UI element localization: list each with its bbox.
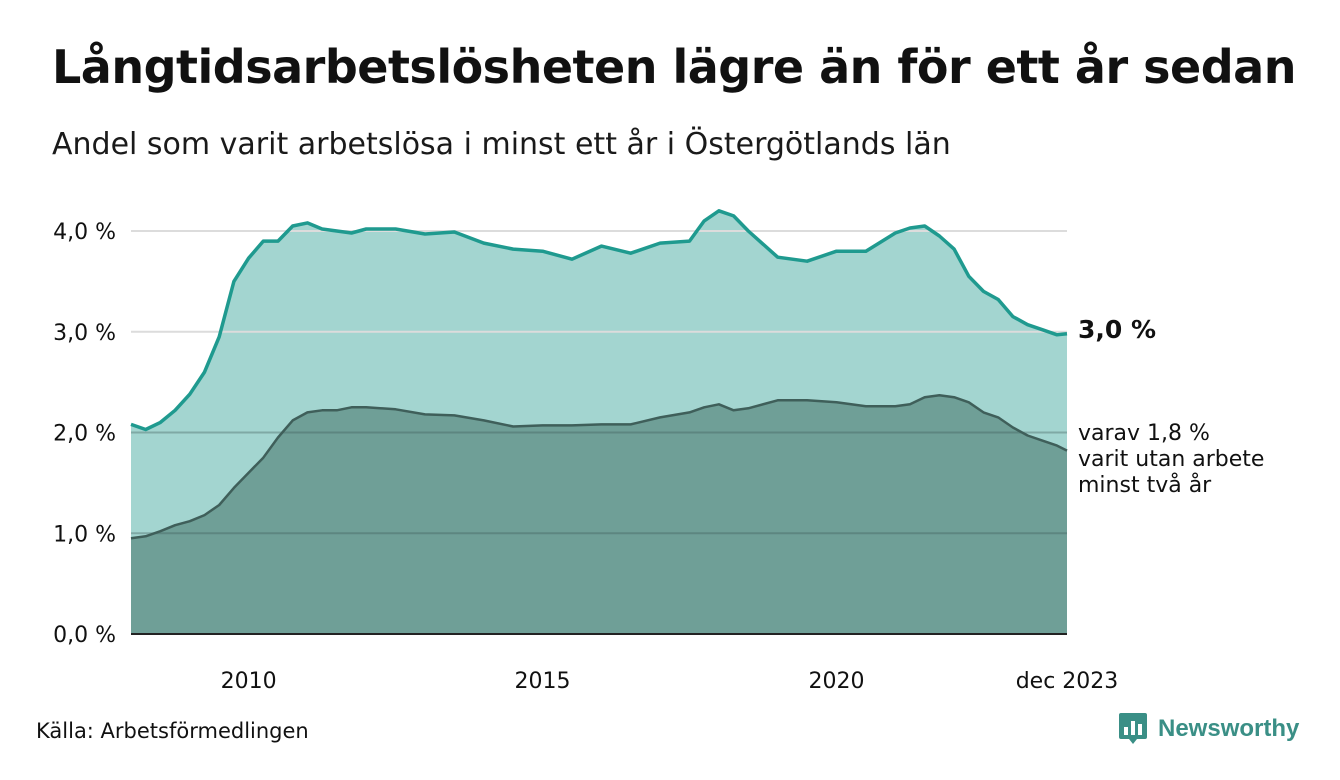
x-tick-label: 2020 <box>809 669 865 694</box>
brand-logo[interactable]: Newsworthy <box>1118 712 1299 746</box>
x-tick-label: 2010 <box>221 669 277 694</box>
x-tick-label: 2015 <box>515 669 571 694</box>
series-area-lower <box>131 395 1067 634</box>
page-subtitle: Andel som varit arbetslösa i minst ett å… <box>52 127 951 162</box>
y-tick-label: 0,0 % <box>53 623 116 648</box>
y-tick-label: 2,0 % <box>53 422 116 447</box>
end-label-lower-line: minst två år <box>1078 472 1212 498</box>
series-line-upper <box>130 209 1068 432</box>
x-tick-label: dec 2023 <box>1016 669 1119 694</box>
source-credit: Källa: Arbetsförmedlingen <box>36 719 309 743</box>
y-tick-label: 1,0 % <box>53 522 116 547</box>
newsworthy-logo-icon <box>1119 713 1147 744</box>
y-tick-label: 4,0 % <box>53 220 116 245</box>
y-tick-label: 3,0 % <box>53 321 116 346</box>
brand-name: Newsworthy <box>1158 715 1300 742</box>
end-label-lower-line: varav 1,8 % <box>1078 421 1210 446</box>
end-label-upper: 3,0 % <box>1078 315 1156 344</box>
page-title: Långtidsarbetslösheten lägre än för ett … <box>52 40 1296 94</box>
end-label-lower-line: varit utan arbete <box>1078 447 1264 472</box>
series-line-lower <box>130 393 1068 540</box>
